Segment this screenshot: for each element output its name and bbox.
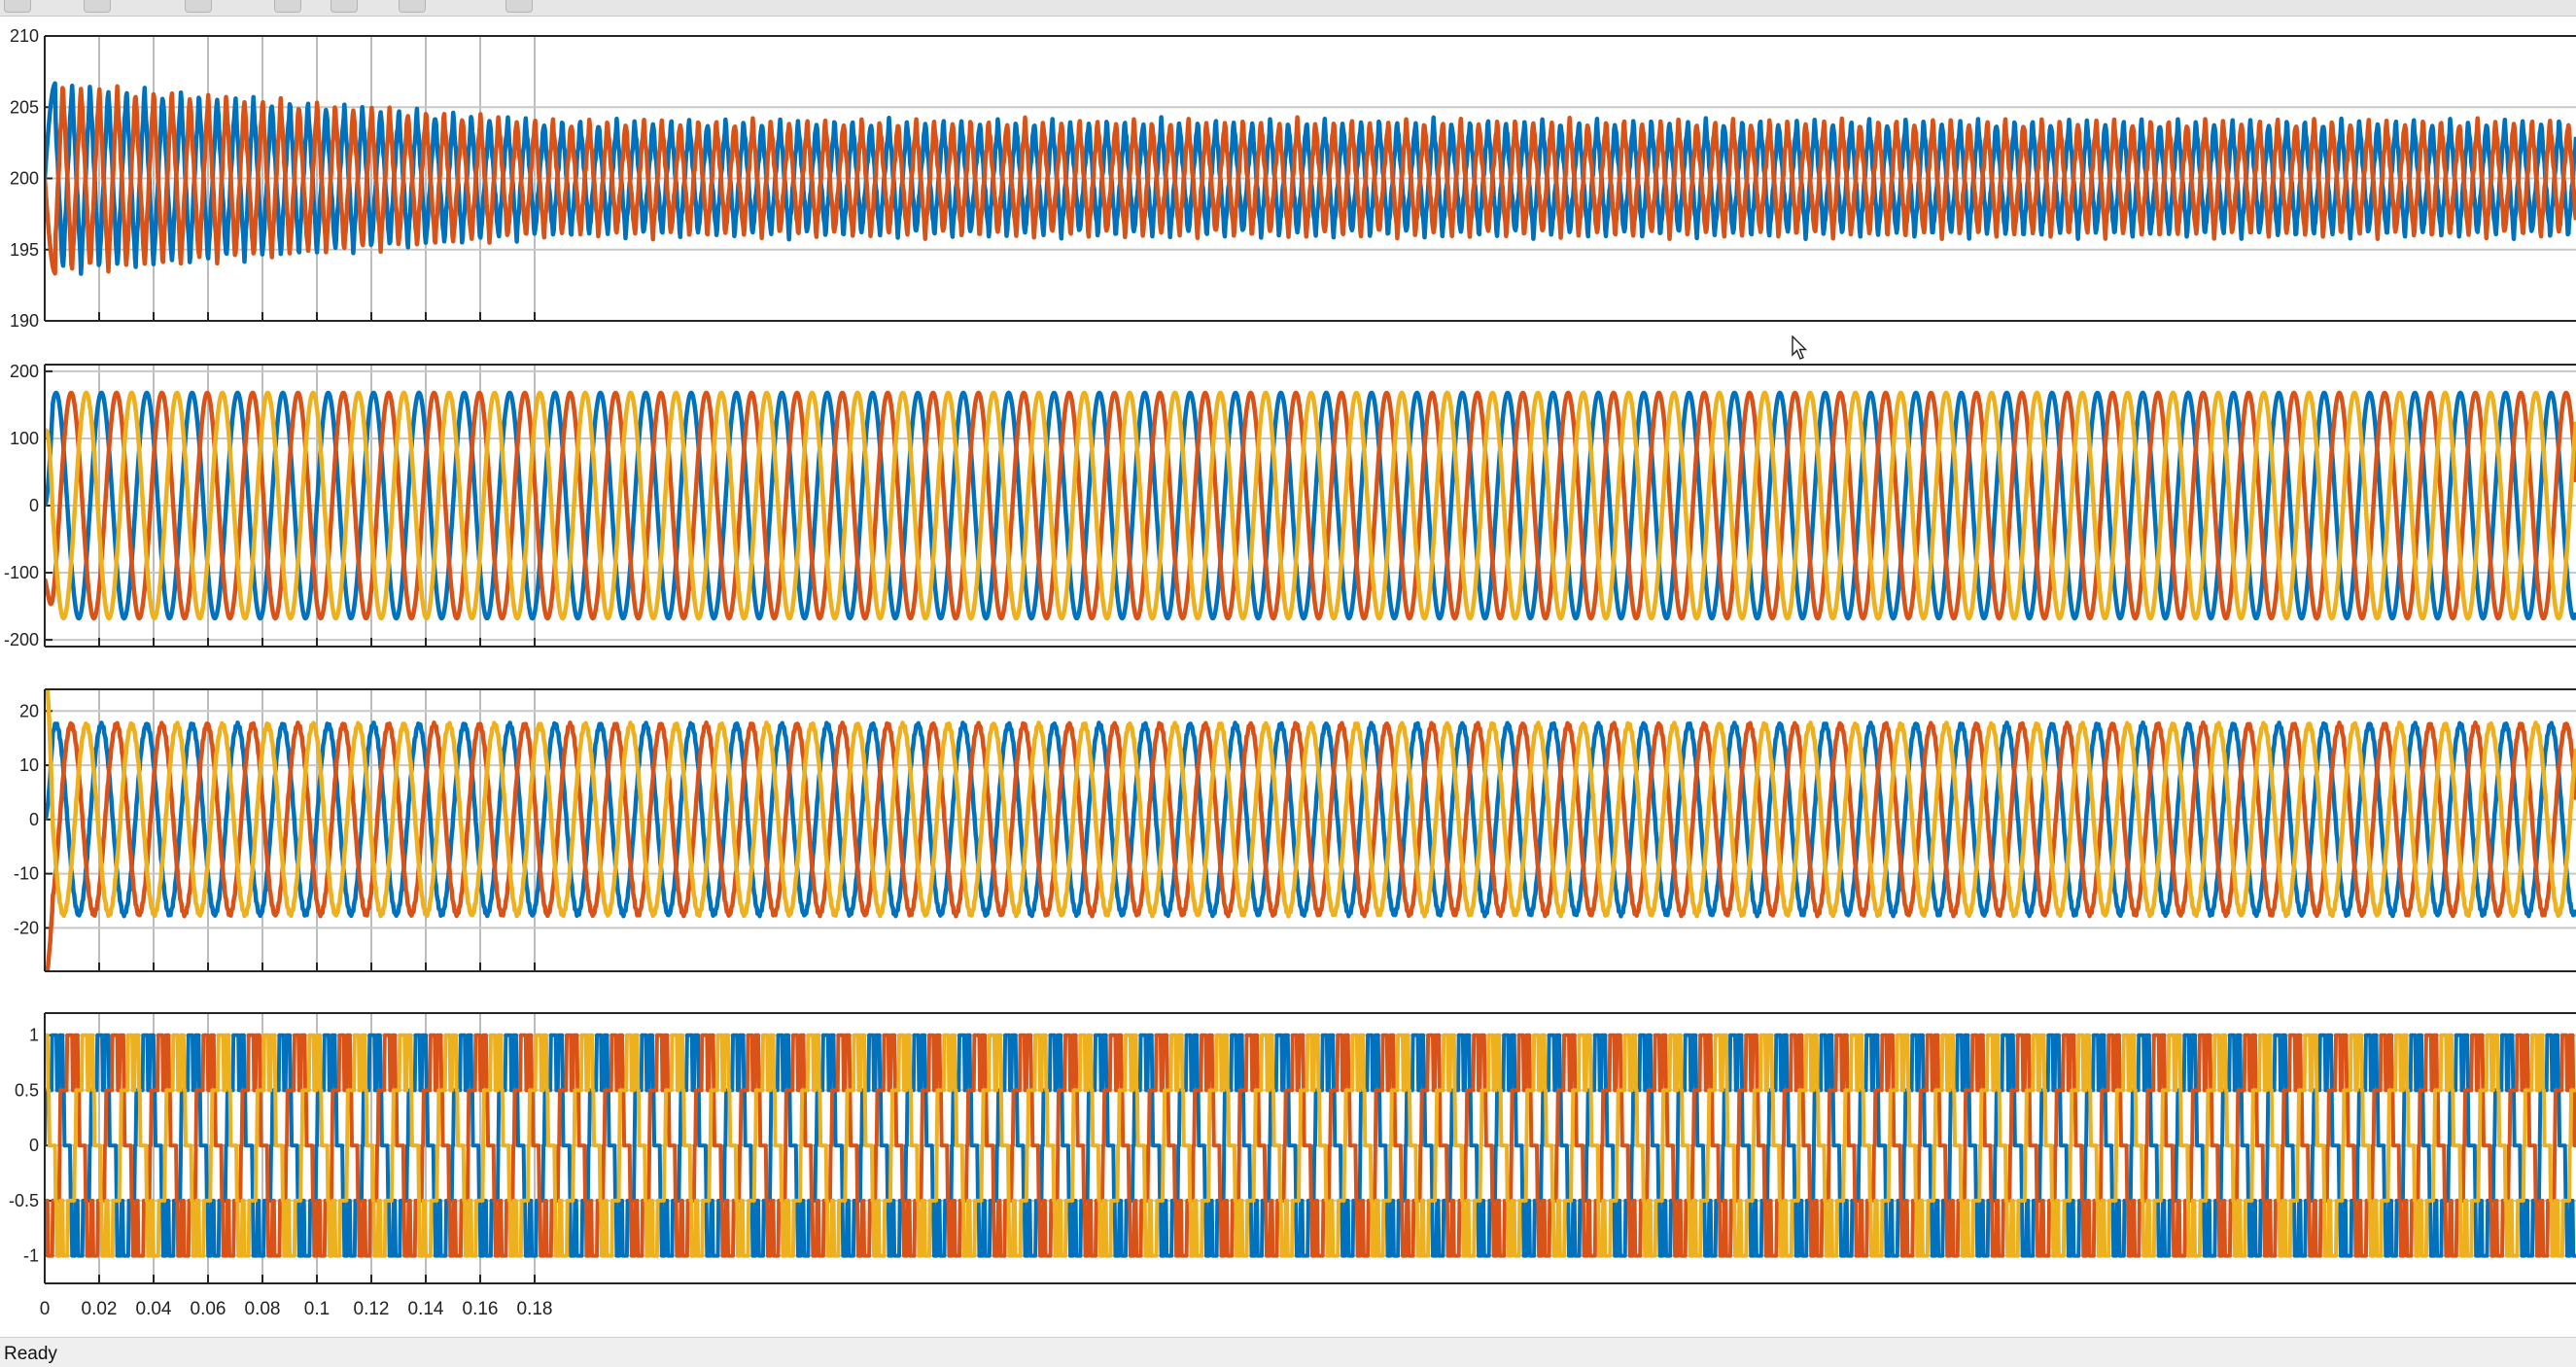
y-tick-label: 1 (29, 1026, 39, 1045)
x-tick-label: 0.02 (82, 1299, 118, 1319)
x-tick-label: 0.08 (245, 1299, 281, 1319)
x-tick-label: 0.06 (191, 1299, 226, 1319)
scope-display[interactable]: 210 205 200 195 190 200 100 0 -100 -200 20 10 0 -10 -2… (0, 17, 2576, 1337)
x-tick-label: 0.18 (517, 1299, 553, 1319)
scope-panel-4[interactable]: 1 0.5 0 -0.5 -1 0 0.02 0.04 0.06 0.08 0.1 0.12 0.14 0… (9, 1012, 2576, 1319)
series-line-2 (45, 390, 2576, 621)
y-tick-label: 200 (10, 169, 39, 189)
x-tick-label: 0.04 (136, 1299, 172, 1319)
mouse-pointer-icon (1792, 335, 1808, 360)
y-tick-label: -20 (14, 918, 39, 937)
x-tick-label: 0 (40, 1299, 51, 1319)
status-bar: Ready (0, 1337, 2576, 1367)
y-tick-label: -10 (14, 864, 39, 884)
y-tick-label: -100 (4, 563, 39, 582)
scope-toolbar (0, 0, 2576, 17)
y-tick-label: -200 (4, 630, 39, 649)
y-tick-label: 0 (29, 496, 39, 515)
series-line-3 (45, 1033, 2576, 1258)
y-tick-label: 200 (10, 362, 39, 381)
y-tick-label: 0.5 (15, 1080, 39, 1100)
y-tick-label: -1 (23, 1246, 39, 1266)
scope-plots[interactable]: 2102052001951902001000-100-20020100-10-2… (0, 17, 2576, 1337)
cursor-measure-button[interactable] (399, 0, 426, 13)
series-line-2 (45, 720, 2576, 971)
series-line-2 (45, 84, 2576, 276)
x-tick-label: 0.1 (304, 1299, 330, 1319)
x-tick-label: 0.14 (408, 1299, 444, 1319)
y-tick-label: 190 (10, 311, 39, 331)
x-tick-label: 0.16 (463, 1299, 499, 1319)
y-tick-label: 100 (10, 429, 39, 448)
series-line-3 (45, 390, 2576, 621)
y-tick-label: 20 (19, 701, 39, 720)
scope-panel-3[interactable]: 20 10 0 -10 -20 (14, 649, 2576, 1000)
y-tick-label: 195 (10, 240, 39, 260)
status-text: Ready (4, 1344, 57, 1364)
y-tick-label: 10 (19, 755, 39, 775)
step-button[interactable] (84, 0, 111, 13)
x-tick-label: 0.12 (354, 1299, 390, 1319)
y-tick-label: 0 (29, 1136, 39, 1155)
y-tick-label: 0 (29, 810, 39, 829)
y-tick-label: -0.5 (9, 1191, 39, 1210)
scope-panel-2[interactable]: 200 100 0 -100 -200 (4, 362, 2576, 649)
stop-button[interactable] (185, 0, 212, 13)
series-line-3 (45, 689, 2576, 919)
scope-panel-1[interactable]: 210 205 200 195 190 (10, 26, 2576, 331)
run-button[interactable] (4, 0, 31, 13)
zoom-button[interactable] (274, 0, 301, 13)
autoscale-button[interactable] (331, 0, 358, 13)
settings-button[interactable] (505, 0, 533, 13)
y-tick-label: 210 (10, 26, 39, 46)
y-tick-label: 205 (10, 97, 39, 117)
